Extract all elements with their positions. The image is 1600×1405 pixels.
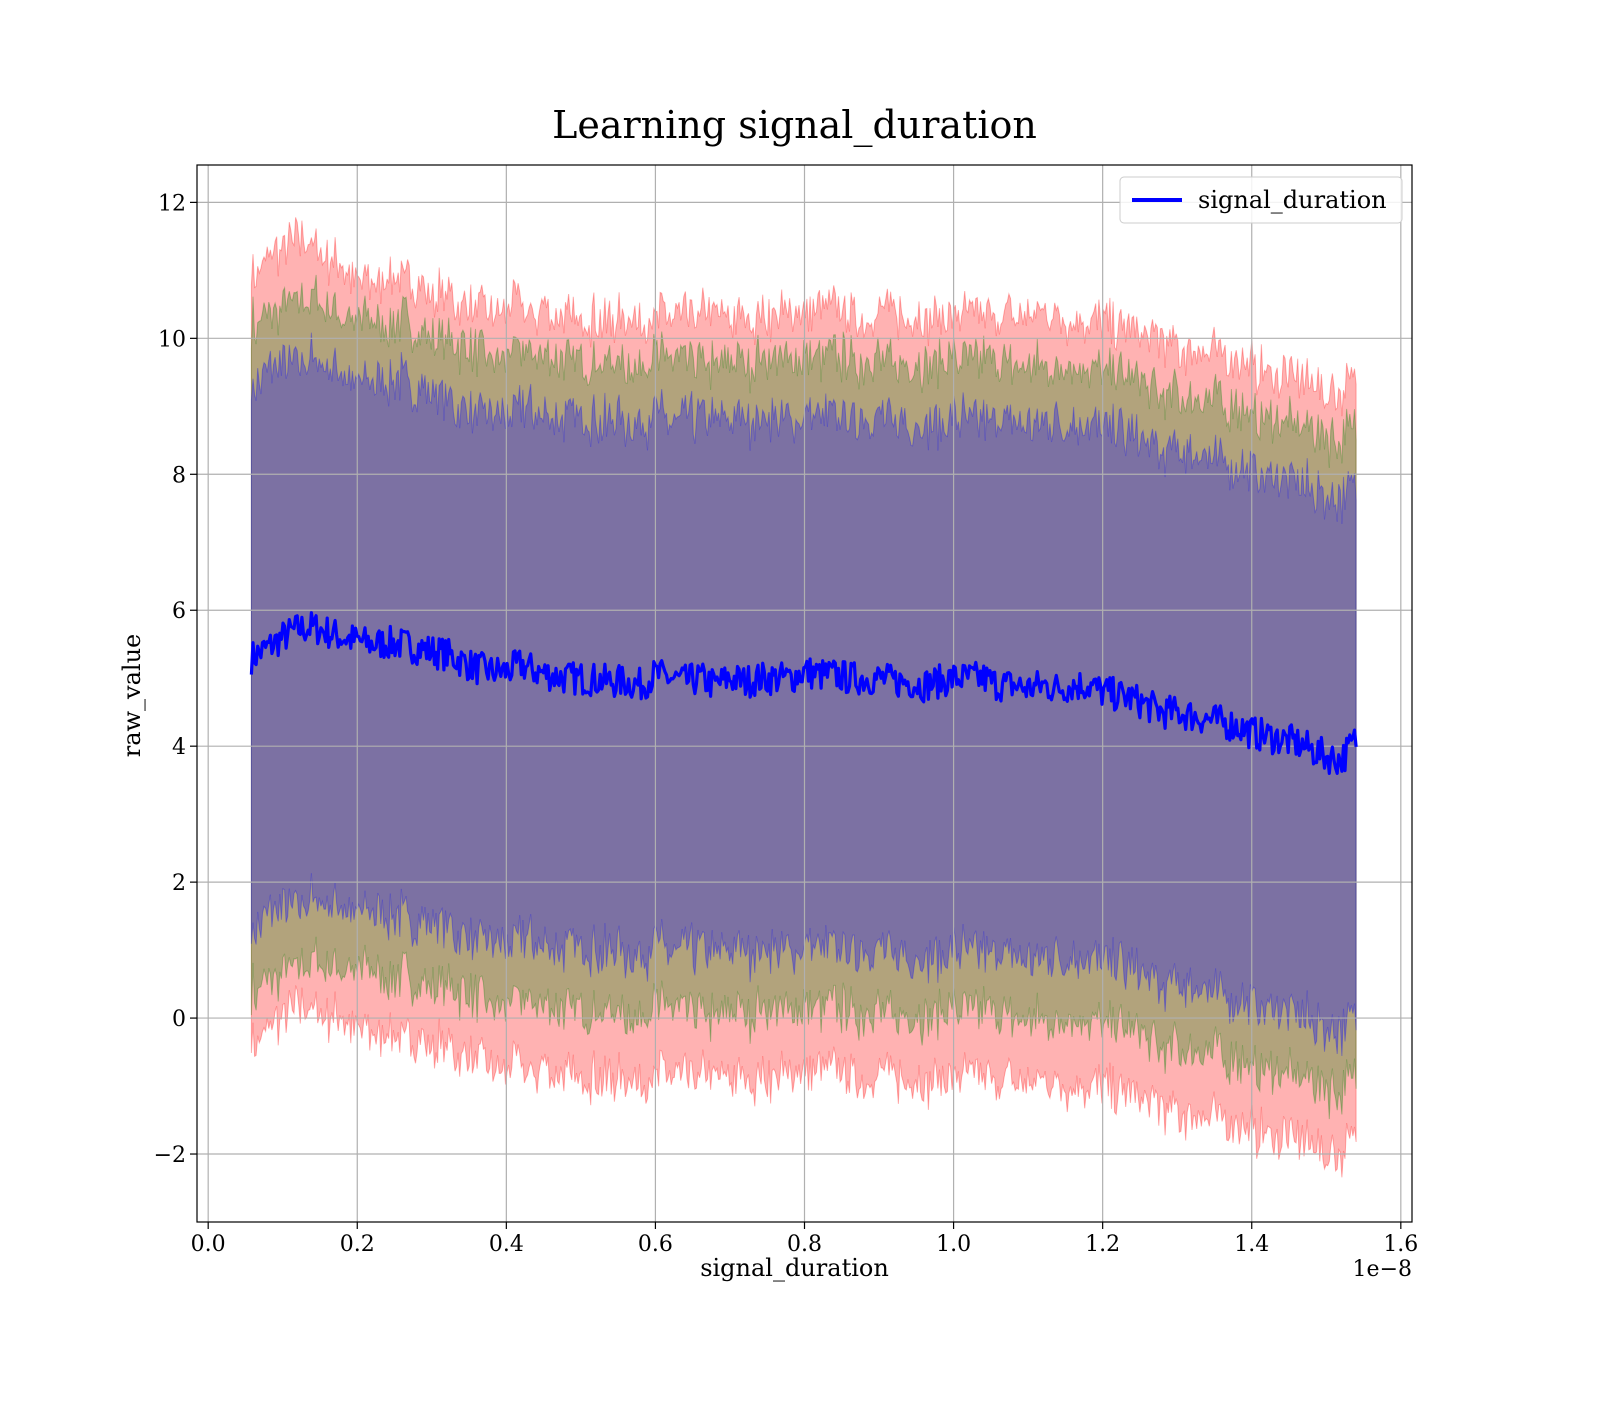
x-tick-label: 0.2 bbox=[340, 1232, 375, 1257]
x-tick-label: 1.0 bbox=[936, 1232, 971, 1257]
x-tick-label: 0.4 bbox=[489, 1232, 524, 1257]
axis-ticks: 0.0 0.2 0.4 0.6 0.8 1.0 1.2 1.4 1.6 −2 0 2 4 6 8 10 12 bbox=[154, 191, 1419, 1257]
y-tick-label: 6 bbox=[172, 599, 186, 624]
confidence-band-1 bbox=[250, 274, 1357, 1120]
x-tick-label: 0.6 bbox=[638, 1232, 673, 1257]
chart-title: Learning signal_duration bbox=[552, 103, 1037, 148]
legend: signal_duration bbox=[1119, 176, 1403, 224]
x-tick-label: 0.8 bbox=[787, 1232, 822, 1257]
confidence-band-0 bbox=[250, 217, 1357, 1178]
y-tick-label: 0 bbox=[172, 1007, 186, 1032]
y-tick-label: 8 bbox=[172, 463, 186, 488]
x-tick-label: 1.2 bbox=[1085, 1232, 1120, 1257]
x-tick-label: 1.4 bbox=[1234, 1232, 1269, 1257]
grid bbox=[197, 165, 1412, 1222]
y-tick-label: 12 bbox=[158, 191, 186, 216]
x-axis-label: signal_duration bbox=[700, 1254, 889, 1282]
series-line-signal-duration bbox=[249, 611, 1358, 776]
y-tick-label: 10 bbox=[158, 327, 186, 352]
x-axis-offset-label: 1e−8 bbox=[1353, 1257, 1412, 1282]
legend-box bbox=[1119, 176, 1403, 224]
x-tick-label: 0.0 bbox=[191, 1232, 226, 1257]
y-tick-label: 2 bbox=[172, 871, 186, 896]
y-tick-label: 4 bbox=[172, 735, 186, 760]
x-tick-label: 1.6 bbox=[1383, 1232, 1418, 1257]
legend-entry-label: signal_duration bbox=[1198, 186, 1387, 214]
confidence-band-2 bbox=[250, 332, 1357, 1057]
y-tick-label: −2 bbox=[154, 1143, 186, 1168]
series-lines bbox=[249, 611, 1358, 776]
y-axis-label: raw_value bbox=[118, 634, 146, 758]
confidence-bands bbox=[250, 217, 1357, 1178]
